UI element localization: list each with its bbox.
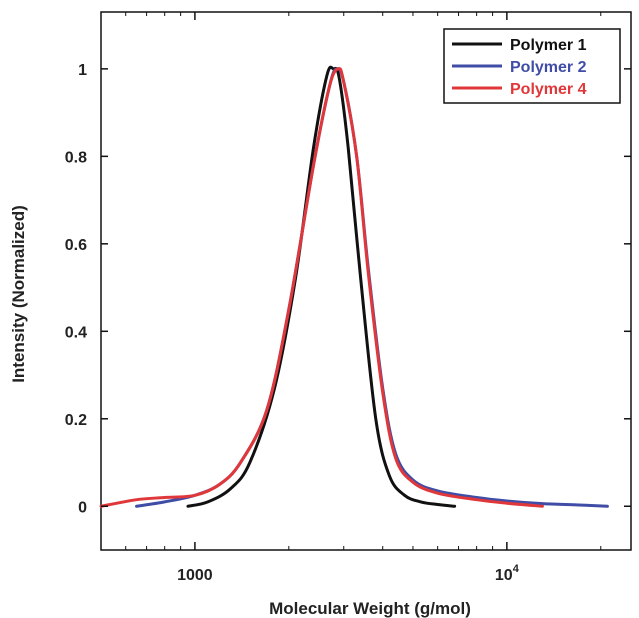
x-tick-label: 104 <box>495 563 520 584</box>
x-tick-label: 1000 <box>177 567 213 584</box>
y-tick-label: 0 <box>78 499 87 516</box>
legend-label-3: Polymer 4 <box>510 81 587 98</box>
legend: Polymer 1 Polymer 2 Polymer 4 <box>443 28 621 104</box>
legend-label-2: Polymer 2 <box>510 59 587 76</box>
series-line-3 <box>99 67 544 508</box>
y-tick-label: 1 <box>78 62 87 79</box>
x-tick-exponent: 4 <box>513 563 520 575</box>
x-axis-label: Molecular Weight (g/mol) <box>269 599 471 618</box>
y-tick-label: 0.4 <box>65 324 87 341</box>
y-tick-label: 0.8 <box>65 149 87 166</box>
legend-label-1: Polymer 1 <box>510 37 587 54</box>
series-layer <box>99 65 609 508</box>
y-axis-label: Intensity (Normalized) <box>9 205 28 383</box>
y-tick-label: 0.6 <box>65 237 87 254</box>
y-tick-label: 0.2 <box>65 412 87 429</box>
